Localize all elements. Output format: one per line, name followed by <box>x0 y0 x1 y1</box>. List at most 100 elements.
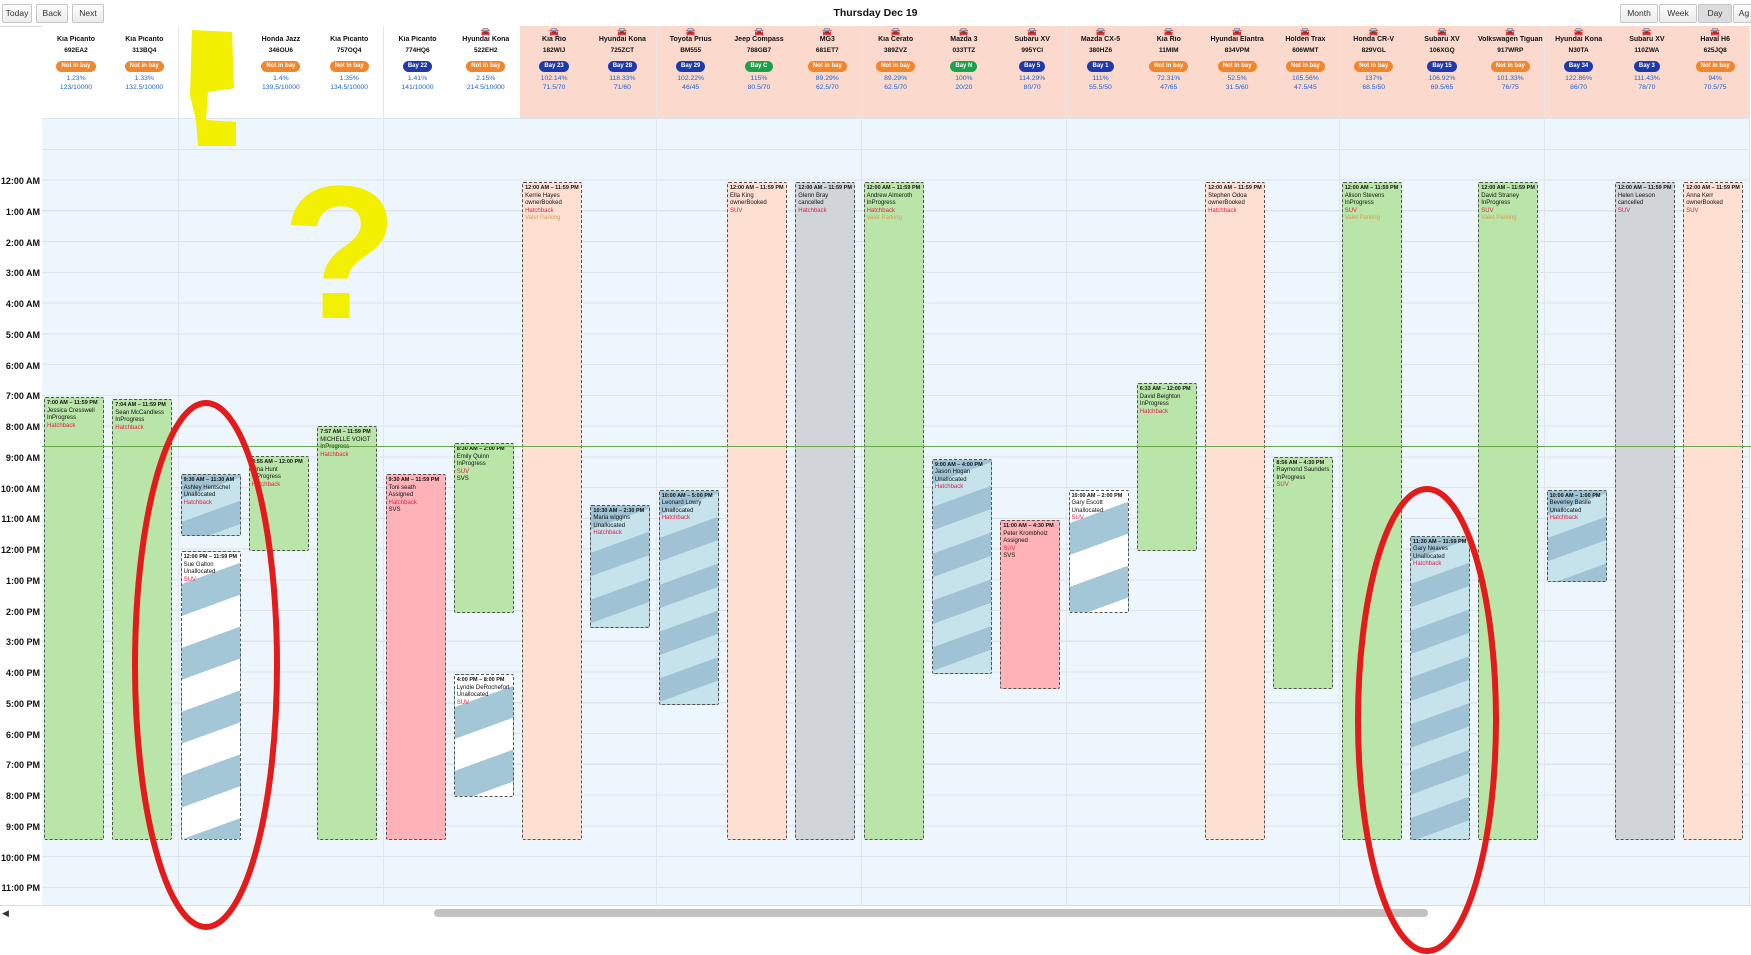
booking-event[interactable]: 12:00 AM – 11:59 PM Ella King ownerBooked S… <box>727 182 787 840</box>
event-time: 11:00 AM – 4:30 PM <box>1003 523 1054 530</box>
booking-event[interactable]: 12:00 AM – 11:59 PM Alison Stevens InProgr… <box>1341 182 1402 840</box>
today-button[interactable]: Today <box>2 4 32 23</box>
event-service: SVS <box>388 507 401 514</box>
booking-event[interactable]: 12:00 AM – 11:59 PM Kerrie Hayes ownerBook… <box>522 182 583 840</box>
resource-header[interactable]: 🚘 Mazda CX-5 380HZ6 Bay 1 111% 55.5/50 <box>1066 26 1136 118</box>
resource-column: 🚘 Subaru XV 106XGQ Bay 15 106.92% 69.5/65 11:3… <box>1408 26 1477 906</box>
booking-event[interactable]: 7:00 AM – 11:59 PM Jessica Cresswell InPro… <box>44 397 104 840</box>
resource-header[interactable]: 🚘 Hyundai Elantra 834VPM Not in bay 52.5% 31.… <box>1203 26 1273 118</box>
bay-status-badge: Bay 20 <box>197 61 228 72</box>
car-model: Hyundai Kona <box>598 36 646 43</box>
event-status: Unallocated <box>456 692 489 698</box>
booking-event[interactable]: 11:30 AM – 11:59 PM Gary Neaves Unallocate… <box>1410 535 1470 840</box>
bay-status-badge: Bay 29 <box>676 61 706 72</box>
resource-header[interactable]: 🚘 Hyundai Kona N30TA Bay 34 122.86% 86/70 <box>1544 26 1614 118</box>
event-status: InProgress <box>320 444 350 451</box>
car-icon: 🚘 <box>1368 27 1379 36</box>
car-model: Kia Rio <box>200 36 225 43</box>
event-time: 10:00 AM – 2:00 PM <box>1071 492 1123 499</box>
resource-header[interactable]: Kia Picanto 774HQ6 Bay 22 1.41% 141/10000 <box>383 26 453 118</box>
usage-capacity: 55.5/50 <box>1089 84 1112 91</box>
bay-status-badge: Not in bay <box>261 61 301 72</box>
resource-header[interactable]: 🚘 Mazda 3 033TTZ Bay N 100% 20/20 <box>929 26 999 118</box>
booking-event[interactable]: 7:04 AM – 11:59 PM Sean McCandless InProgr… <box>112 399 173 840</box>
resource-header[interactable]: Kia Picanto 313BQ4 Not in bay 1.33% 132.5/10… <box>110 26 180 118</box>
resource-header[interactable]: 🚘 Kia Rio 182WIJ Bay 23 102.14% 71.5/70 <box>520 26 590 118</box>
resource-header[interactable]: 🚘 Subaru XV 995YCI Bay 5 114.29% 80/70 <box>998 26 1068 118</box>
resource-header[interactable]: 🚘 Kia Rio 11MIM Not in bay 72.31% 47/65 <box>1134 26 1204 118</box>
booking-event[interactable]: 4:00 PM – 8:00 PM Lyndie DeRochefort Unall… <box>453 674 514 797</box>
resource-header[interactable]: 🚘 Hyundai Kona 522EH2 Not in bay 2.15% 214.5/… <box>451 26 521 118</box>
booking-event[interactable]: 11:00 AM – 4:30 PM Peter Krombholz Assigne… <box>1000 520 1061 690</box>
usage-capacity: 76/75 <box>1501 84 1519 91</box>
booking-event[interactable]: 8:30 AM – 2:00 PM Emily Quinn InProgress SU… <box>453 443 514 613</box>
scroll-left-arrow-icon[interactable]: ◀ <box>2 908 9 918</box>
resource-header[interactable]: Kia Rio 891JN5 Bay 20 1.43% 142.5/10000 <box>178 26 248 118</box>
event-time: 12:00 AM – 11:59 PM <box>1344 185 1399 191</box>
resource-lane[interactable] <box>998 118 1068 906</box>
booking-event[interactable]: 12:00 AM – 11:59 PM Anna Kerr ownerBooked S… <box>1683 182 1744 840</box>
car-plate: 788GB7 <box>746 47 772 54</box>
resource-column: 🚘 Kia Cerato 389ZVZ Not in bay 89.29% 62.5/70… <box>861 26 931 906</box>
resource-header[interactable]: Kia Picanto 692EA2 Not in bay 1.23% 123/1000… <box>42 26 111 118</box>
usage-percent: 137% <box>1364 75 1383 82</box>
resource-header[interactable]: 🚘 Haval H6 625JQ8 Not in bay 94% 70.5/75 <box>1681 26 1751 118</box>
week-view-button[interactable]: Week <box>1659 4 1697 23</box>
booking-event[interactable]: 7:57 AM – 11:59 PM MICHELLE VOIGT InProgre… <box>317 426 378 840</box>
booking-event[interactable]: 10:00 AM – 1:00 PM Beverley Basile Unalloc… <box>1546 489 1607 582</box>
resource-header[interactable]: 🚘 Jeep Compass 788GB7 Bay C 115% 80.5/70 <box>725 26 794 118</box>
month-view-button[interactable]: Month <box>1620 4 1658 23</box>
next-button[interactable]: Next <box>72 4 104 23</box>
car-model: Kia Rio <box>1156 36 1181 43</box>
time-label: 5:00 PM <box>5 698 40 709</box>
bay-status-badge: Not in bay <box>807 61 847 72</box>
resource-header[interactable]: 🚘 Kia Cerato 389ZVZ Not in bay 89.29% 62.5/70 <box>861 26 931 118</box>
resource-header[interactable]: 🚘 Honda CR-V 829VGL Not in bay 137% 68.5/50 <box>1339 26 1409 118</box>
resource-header[interactable]: 🚘 Holden Trax 606WMT Not in bay 105.56% 47.5/… <box>1271 26 1341 118</box>
booking-event[interactable]: 10:30 AM – 2:30 PM Maria wiggins Unallocat… <box>590 504 651 628</box>
resource-header[interactable]: 🚘 MG3 681ET7 Not in bay 89.29% 62.5/70 <box>793 26 863 118</box>
scrollbar-thumb[interactable] <box>434 909 1428 917</box>
resource-column: Honda Jazz 346OU6 Not in bay 1.4% 139.5/1000… <box>246 26 316 906</box>
resource-header[interactable]: 🚘 Volkswagen Tiguan 917WRP Not in bay 101.33… <box>1476 26 1546 118</box>
booking-event[interactable]: 9:30 AM – 11:30 AM Ashley Hentschel Unallo… <box>180 474 241 536</box>
resource-column: Kia Rio 891JN5 Bay 20 1.43% 142.5/10000 9:30 … <box>178 26 248 906</box>
horizontal-scrollbar[interactable]: ◀ <box>0 905 1751 920</box>
day-view-button[interactable]: Day <box>1698 4 1732 23</box>
agenda-view-button[interactable]: Ag <box>1733 4 1751 23</box>
usage-capacity: 214.5/10000 <box>466 84 505 91</box>
booking-event[interactable]: 9:30 AM – 11:59 PM Toni seath Assigned Hatc… <box>385 474 446 840</box>
resource-header[interactable]: 🚘 Hyundai Kona 725ZCT Bay 28 118.33% 71/60 <box>588 26 658 118</box>
bay-status-badge: Bay 1 <box>1087 61 1114 72</box>
booking-event[interactable]: 8:55 AM – 12:00 PM Tina Hunt InProgress Hat… <box>248 456 309 551</box>
event-status: Unallocated <box>183 492 216 499</box>
resource-column: 🚘 Hyundai Elantra 834VPM Not in bay 52.5% 31.… <box>1203 26 1273 906</box>
time-label: 8:00 AM <box>5 422 40 432</box>
booking-event[interactable]: 12:00 AM – 11:59 PM David Straney InProgre… <box>1478 182 1539 840</box>
back-button[interactable]: Back <box>36 4 68 23</box>
booking-event[interactable]: 12:00 PM – 11:59 PM Sue Galton Unallocated… <box>180 551 241 840</box>
bay-status-badge: Not in bay <box>466 61 506 72</box>
usage-capacity: 46/45 <box>682 84 700 91</box>
resource-header[interactable]: 🚘 Subaru XV 110ZWA Bay 3 111.43% 78/70 <box>1612 26 1682 118</box>
event-customer: Helen Leeson <box>1617 192 1655 199</box>
booking-event[interactable]: 6:33 AM – 12:00 PM David Beighton InProgre… <box>1136 383 1197 551</box>
booking-event[interactable]: 12:00 AM – 11:59 PM Andrew Almeroth InProg… <box>863 182 924 840</box>
booking-event[interactable]: 9:00 AM – 4:00 PM Jason Hogan Unallocated H… <box>931 458 992 674</box>
booking-event[interactable]: 8:56 AM – 4:30 PM Raymond Saunders InProgr… <box>1273 456 1334 690</box>
resource-header[interactable]: Kia Picanto 757OQ4 Not in bay 1.35% 134.5/10… <box>315 26 385 118</box>
event-time: 6:33 AM – 12:00 PM <box>1139 386 1191 393</box>
booking-event[interactable]: 12:00 AM – 11:59 PM Helen Leeson cancelled… <box>1614 182 1675 840</box>
car-model: Honda Jazz <box>261 36 301 43</box>
resource-header[interactable]: 🚘 Toyota Prius BM555 Bay 29 102.22% 46/45 <box>656 26 726 118</box>
booking-event[interactable]: 12:00 AM – 11:59 PM Glenn Bray cancelled Ha… <box>795 182 856 840</box>
event-status: Assigned <box>388 492 414 499</box>
resource-header[interactable]: 🚘 Subaru XV 106XGQ Bay 15 106.92% 69.5/65 <box>1408 26 1477 118</box>
resource-header[interactable]: Honda Jazz 346OU6 Not in bay 1.4% 139.5/1000… <box>246 26 316 118</box>
booking-event[interactable]: 10:00 AM – 2:00 PM Gary Escott Unallocated… <box>1068 489 1129 613</box>
event-time: 9:00 AM – 4:00 PM <box>934 461 983 468</box>
time-label: 9:00 AM <box>5 452 40 463</box>
event-vehicle-type: Hatchback <box>934 484 964 491</box>
booking-event[interactable]: 12:00 AM – 11:59 PM Stephen Odoa ownerBook… <box>1205 182 1266 840</box>
booking-event[interactable]: 10:00 AM – 5:00 PM Leonard Lowry Unallocat… <box>658 489 719 705</box>
